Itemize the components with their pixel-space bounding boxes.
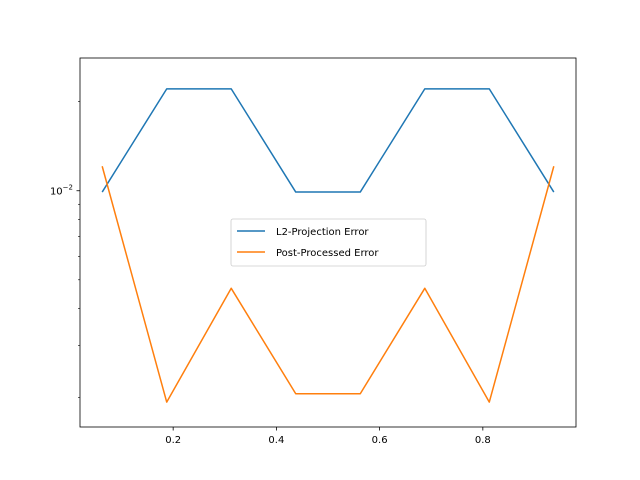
legend-label-post-processed: Post-Processed Error <box>276 248 379 259</box>
x-tick-label: 0.2 <box>165 435 181 446</box>
x-axis: 0.2 0.4 0.6 0.8 <box>165 427 491 446</box>
axes-frame <box>79 57 577 428</box>
y-axis: 10−2 <box>50 101 80 398</box>
x-tick-label: 0.4 <box>268 435 284 446</box>
plot-lines <box>101 88 555 403</box>
x-tick-label: 0.6 <box>372 435 388 446</box>
legend: L2-Projection Error Post-Processed Error <box>230 218 427 267</box>
y-tick-label: 10−2 <box>50 184 73 198</box>
x-tick-label: 0.8 <box>475 435 491 446</box>
legend-box <box>230 218 427 267</box>
legend-label-l2-projection: L2-Projection Error <box>276 227 369 238</box>
series-line-l2-projection <box>101 88 555 193</box>
series-line-post-processed <box>101 166 555 403</box>
